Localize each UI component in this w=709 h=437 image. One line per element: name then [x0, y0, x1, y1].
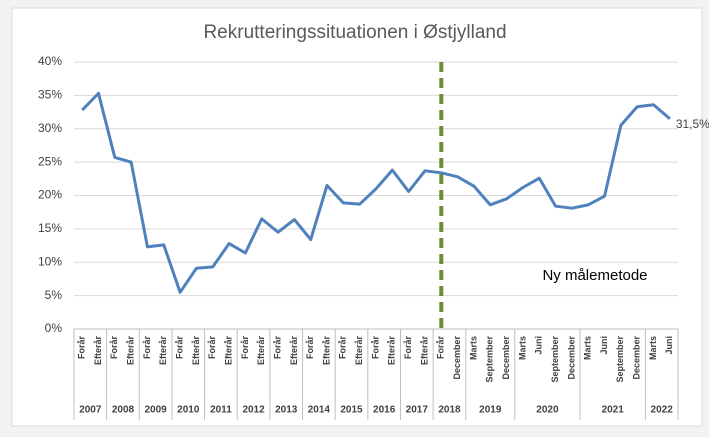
- x-tick-label: December: [632, 336, 642, 380]
- x-tick-label: Marts: [468, 336, 478, 360]
- group-label: 2010: [177, 405, 200, 416]
- x-tick-label: Efterår: [289, 336, 299, 366]
- x-tick-label: Efterår: [321, 336, 331, 366]
- y-tick-label: 30%: [38, 121, 62, 135]
- x-tick-label: Forår: [174, 336, 184, 360]
- x-tick-label: Forår: [240, 336, 250, 360]
- x-tick-label: Juni: [599, 336, 609, 355]
- group-label: 2009: [144, 405, 167, 416]
- group-label: 2019: [479, 405, 502, 416]
- chart-frame: [11, 7, 703, 427]
- y-tick-label: 20%: [38, 188, 62, 202]
- x-tick-label: Efterår: [158, 336, 168, 366]
- x-tick-label: Forår: [338, 336, 348, 360]
- y-tick-label: 40%: [38, 54, 62, 68]
- x-tick-label: Forår: [77, 336, 87, 360]
- group-label: 2008: [112, 405, 135, 416]
- x-tick-label: Marts: [648, 336, 658, 360]
- x-tick-label: Efterår: [191, 336, 201, 366]
- x-tick-label: Efterår: [354, 336, 364, 366]
- y-tick-label: 10%: [38, 254, 62, 268]
- group-label: 2021: [602, 405, 625, 416]
- x-tick-label: September: [550, 336, 560, 383]
- x-tick-label: Marts: [583, 336, 593, 360]
- group-label: 2012: [242, 405, 265, 416]
- x-tick-label: Forår: [207, 336, 217, 360]
- x-tick-label: Forår: [305, 336, 315, 360]
- y-tick-label: 0%: [45, 321, 63, 335]
- x-tick-label: September: [615, 336, 625, 383]
- y-tick-label: 25%: [38, 154, 62, 168]
- series-line: [81, 91, 671, 294]
- x-tick-label: Efterår: [126, 336, 136, 366]
- x-tick-label: Juni: [534, 336, 544, 355]
- x-tick-label: Forår: [370, 336, 380, 360]
- x-tick-label: December: [452, 336, 462, 380]
- x-tick-label: Forår: [403, 336, 413, 360]
- x-tick-label: Forår: [109, 336, 119, 360]
- chart-title: Rekrutteringssituationen i Østjylland: [203, 22, 506, 43]
- group-label: 2015: [340, 405, 363, 416]
- group-label: 2016: [373, 405, 396, 416]
- group-label: 2018: [438, 405, 461, 416]
- group-label: 2007: [79, 405, 102, 416]
- y-tick-label: 15%: [38, 221, 62, 235]
- annotation: Ny målemetode: [542, 267, 647, 284]
- x-tick-label: Forår: [272, 336, 282, 360]
- x-tick-label: Efterår: [223, 336, 233, 366]
- x-tick-label: Efterår: [419, 336, 429, 366]
- x-tick-label: Forår: [142, 336, 152, 360]
- x-tick-label: September: [485, 336, 495, 383]
- x-tick-label: Efterår: [387, 336, 397, 366]
- x-tick-label: Forår: [436, 336, 446, 360]
- y-tick-label: 5%: [45, 288, 63, 302]
- y-tick-label: 35%: [38, 88, 62, 102]
- group-label: 2022: [651, 405, 674, 416]
- group-label: 2011: [210, 405, 232, 416]
- x-tick-label: Efterår: [93, 336, 103, 366]
- group-label: 2020: [536, 405, 559, 416]
- data-label: 31,5%: [676, 117, 709, 131]
- group-label: 2017: [406, 405, 429, 416]
- x-tick-label: Marts: [517, 336, 527, 360]
- x-tick-label: December: [566, 336, 576, 380]
- x-tick-label: Efterår: [256, 336, 266, 366]
- group-label: 2013: [275, 405, 298, 416]
- group-label: 2014: [308, 405, 331, 416]
- x-tick-label: December: [501, 336, 511, 380]
- x-tick-label: Juni: [664, 336, 674, 355]
